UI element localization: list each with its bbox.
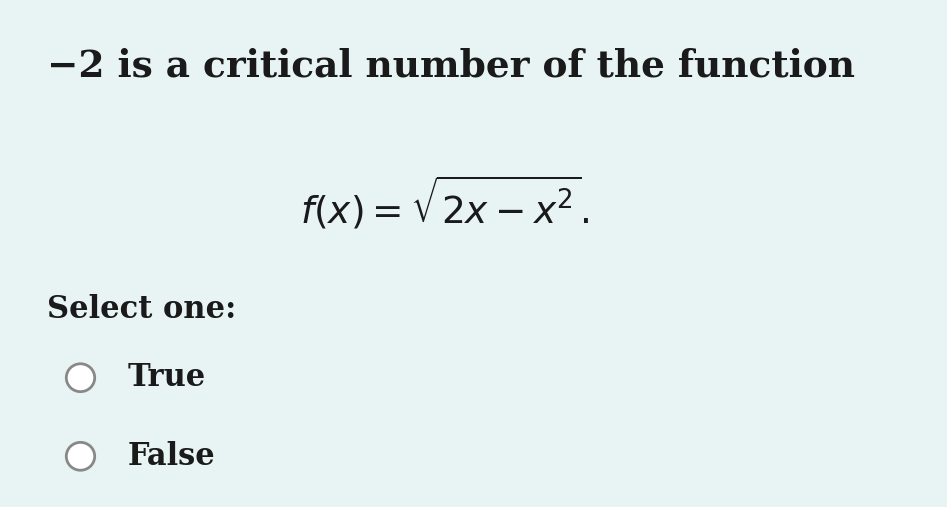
Text: $f(x) = \sqrt{2x - x^2}.$: $f(x) = \sqrt{2x - x^2}.$: [300, 174, 590, 231]
Text: False: False: [128, 441, 216, 472]
Ellipse shape: [66, 364, 95, 391]
Ellipse shape: [66, 442, 95, 470]
Text: −2 is a critical number of the function: −2 is a critical number of the function: [47, 48, 855, 84]
Text: Select one:: Select one:: [47, 294, 237, 325]
Text: True: True: [128, 362, 206, 393]
